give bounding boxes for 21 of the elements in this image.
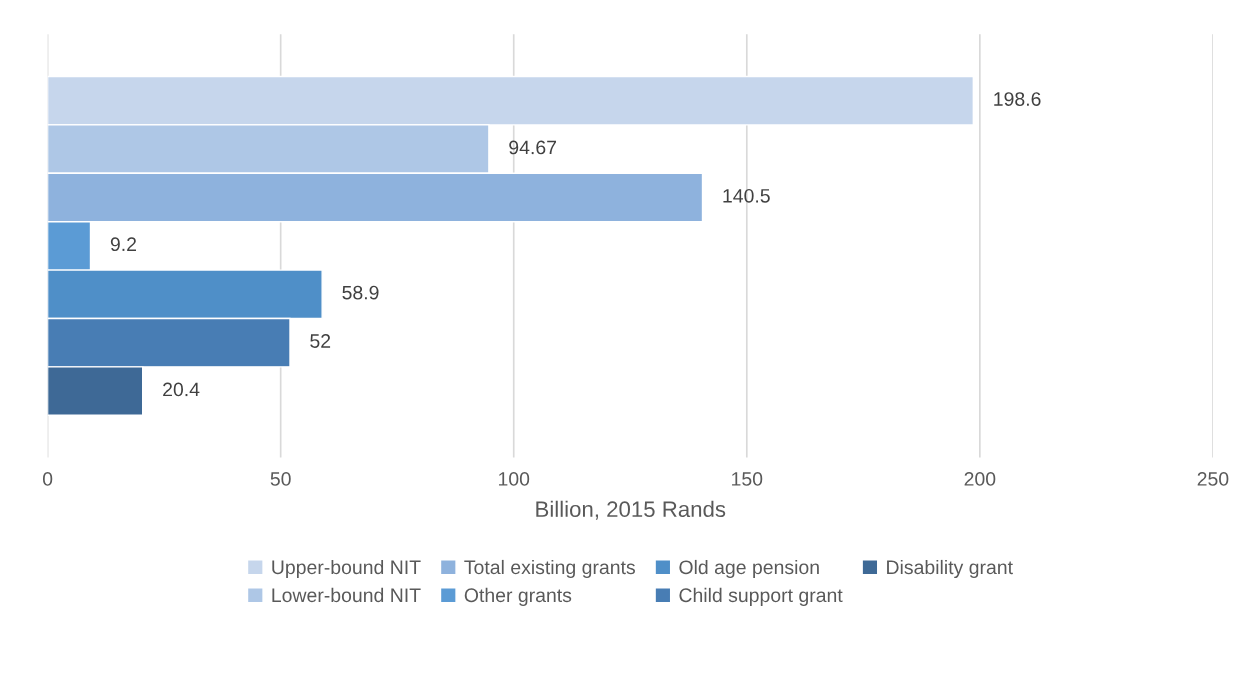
data-label: 58.9 <box>342 285 379 300</box>
data-label: 94.67 <box>509 140 557 155</box>
x-tick-label: 250 <box>1197 472 1229 486</box>
data-label: 20.4 <box>163 382 200 397</box>
x-axis-title: Billion, 2015 Rands <box>536 500 726 520</box>
data-label: 52 <box>310 334 331 348</box>
data-label: 9.2 <box>110 237 136 252</box>
x-tick-label: 200 <box>964 472 996 486</box>
legend-label: Old age pension <box>679 559 819 579</box>
data-label: 140.5 <box>723 188 770 203</box>
x-tick-label: 100 <box>498 472 530 486</box>
x-tick-label: 50 <box>270 472 291 486</box>
legend-label: Upper-bound NIT <box>272 559 421 579</box>
legend-label: Child support grant <box>679 587 843 606</box>
legend-label: Disability grant <box>887 559 1013 579</box>
x-tick-label: 0 <box>42 472 53 486</box>
legend-label: Other grants <box>464 587 572 606</box>
x-tick-label: 150 <box>732 472 763 486</box>
data-label: 198.6 <box>994 92 1041 106</box>
legend-label: Lower-bound NIT <box>272 587 421 603</box>
legend-label: Total existing grants <box>464 559 635 579</box>
